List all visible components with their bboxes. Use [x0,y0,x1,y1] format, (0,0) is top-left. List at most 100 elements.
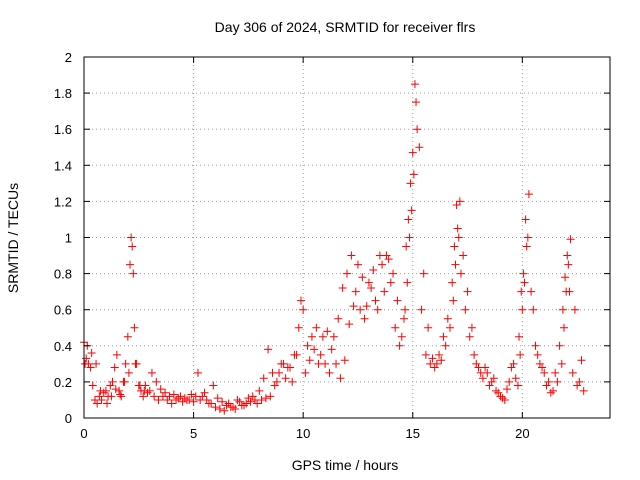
data-point [546,388,555,397]
data-point [257,395,266,404]
data-point [120,377,129,386]
data-point [193,368,202,377]
data-point [356,305,365,314]
data-point [152,377,161,386]
data-point [127,233,136,242]
data-point [196,395,205,404]
y-tick-label: 0.6 [54,303,72,318]
data-point [481,363,490,372]
data-point [93,399,102,408]
data-point [455,197,464,206]
data-point [395,341,404,350]
data-points [80,80,588,415]
data-point [498,394,507,403]
data-point [453,224,462,233]
data-point [557,359,566,368]
data-point [310,345,319,354]
data-point [87,349,96,358]
y-tick-label: 0 [65,411,72,426]
data-point [211,403,220,412]
data-point [527,287,536,296]
data-point [226,403,235,412]
data-point [513,381,522,390]
data-point [516,350,525,359]
x-tick-label: 0 [80,426,87,441]
data-point [551,368,560,377]
data-point [542,381,551,390]
data-point [272,377,281,386]
data-point [209,381,218,390]
data-point [563,251,572,260]
data-point [456,269,465,278]
data-point [472,359,481,368]
data-point [246,397,255,406]
data-point [397,332,406,341]
data-point [139,392,148,401]
data-point [281,374,290,383]
data-point [446,323,455,332]
data-point [553,377,562,386]
data-point [566,235,575,244]
data-point [340,356,349,365]
data-point [487,377,496,386]
data-point [338,284,347,293]
data-point [261,394,270,403]
data-point [283,363,292,372]
data-point [275,368,284,377]
data-point [555,341,564,350]
data-point [126,260,135,269]
data-point [213,394,222,403]
data-point [489,374,498,383]
data-point [167,399,176,408]
data-point [535,359,544,368]
data-point [215,404,224,413]
data-point [266,392,275,401]
data-point [401,305,410,314]
data-point [505,377,514,386]
data-point [123,332,132,341]
data-point [451,260,460,269]
data-point [575,377,584,386]
y-tick-label: 1.2 [54,194,72,209]
data-point [244,394,253,403]
data-point [413,125,422,134]
data-point [500,395,509,404]
data-point [220,406,229,415]
data-point [540,368,549,377]
data-point [549,386,558,395]
data-point [407,206,416,215]
data-point [303,341,312,350]
data-point [183,395,192,404]
data-point [92,359,101,368]
data-point [520,278,529,287]
data-point [140,386,149,395]
data-point [577,356,586,365]
data-point [191,392,200,401]
data-point [533,350,542,359]
data-point [544,377,553,386]
data-point [200,388,209,397]
data-point [111,385,120,394]
data-point [233,395,242,404]
data-point [373,305,382,314]
data-point [347,251,356,260]
data-point [231,404,240,413]
data-point [467,323,476,332]
data-point [435,350,444,359]
data-point [305,356,314,365]
data-point [406,179,415,188]
data-point [478,374,487,383]
y-tick-label: 1.4 [54,158,72,173]
data-point [165,392,174,401]
x-tick-label: 10 [296,426,310,441]
data-point [115,386,124,395]
data-point [88,381,97,390]
data-point [116,390,125,399]
data-point [259,374,268,383]
data-point [253,399,262,408]
data-point [131,359,140,368]
data-point [95,392,104,401]
data-point [393,296,402,305]
data-point [329,332,338,341]
data-point [161,388,170,397]
